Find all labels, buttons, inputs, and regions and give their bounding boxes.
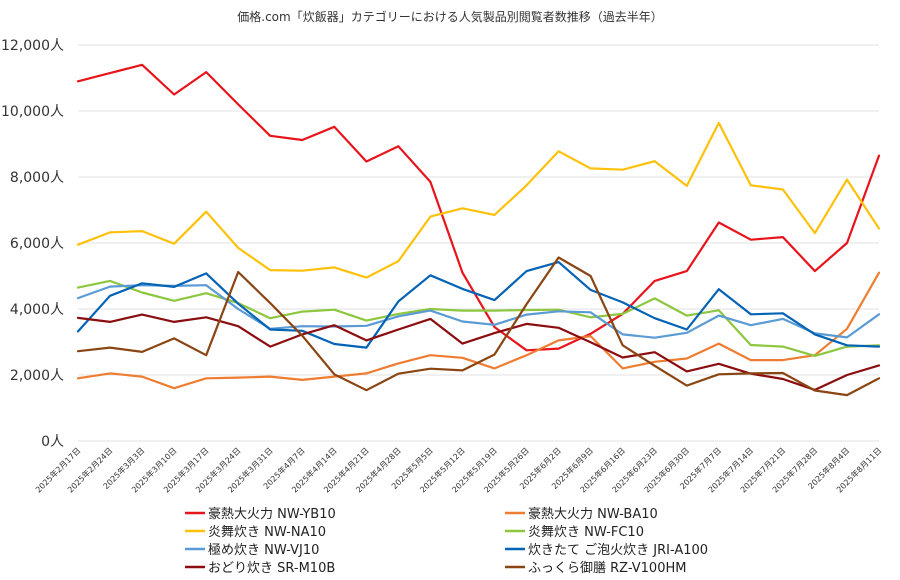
legend-label: 豪熱大火力 NW-YB10 xyxy=(208,506,336,522)
series-line xyxy=(76,284,881,339)
legend-label: 炎舞炊き NW-NA10 xyxy=(208,525,326,540)
y-tick-label: 8,000人 xyxy=(10,170,64,186)
series-line xyxy=(76,63,881,352)
x-axis-tick-labels: 2025年2月17日2025年2月24日2025年3月3日2025年3月10日2… xyxy=(33,445,883,494)
legend-label: 炊きたて ご泡火炊き JRI-A100 xyxy=(528,542,708,558)
series-line xyxy=(76,271,881,390)
y-tick-label: 0人 xyxy=(41,434,64,450)
legend: 豪熱大火力 NW-YB10 豪熱大火力 NW-BA10 炎舞炊き NW-NA10 炎舞… xyxy=(185,506,708,576)
y-tick-label: 4,000人 xyxy=(10,302,64,318)
y-tick-label: 6,000人 xyxy=(10,236,64,252)
series-line xyxy=(76,256,881,397)
series-line xyxy=(76,261,881,349)
y-tick-label: 2,000人 xyxy=(10,368,64,384)
legend-label: ふっくら御膳 RZ-V100HM xyxy=(528,560,686,576)
y-tick-label: 10,000人 xyxy=(1,104,64,120)
series-line xyxy=(76,313,881,391)
series-lines xyxy=(76,63,881,397)
y-axis-tick-labels: 0人 2,000人 4,000人 6,000人 8,000人 10,000人 12,000人 xyxy=(1,38,64,450)
legend-label: 豪熱大火力 NW-BA10 xyxy=(528,506,658,522)
y-tick-label: 12,000人 xyxy=(1,38,64,54)
chart-title: 価格.com「炊飯器」カテゴリーにおける人気製品別閲覧者数推移（過去半年） xyxy=(237,9,662,24)
legend-label: おどり炊き SR-M10B xyxy=(208,561,335,576)
series-line xyxy=(76,121,881,279)
series-line xyxy=(76,279,881,357)
gridlines xyxy=(78,44,879,442)
legend-label: 炎舞炊き NW-FC10 xyxy=(528,525,644,540)
legend-label: 極め炊き NW-VJ10 xyxy=(208,542,319,558)
